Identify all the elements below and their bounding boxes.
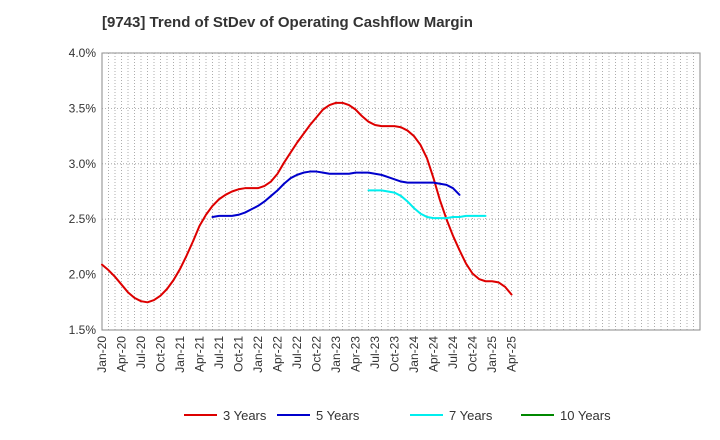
x-tick-label: Jan-25 (485, 336, 499, 373)
y-axis: 1.5% 2.0% 2.5% 3.0% 3.5% 4.0% (69, 46, 97, 337)
x-tick-label: Oct-23 (388, 336, 402, 372)
y-tick-label: 3.0% (69, 157, 97, 171)
y-tick-label: 1.5% (69, 323, 97, 337)
x-tick-label: Apr-21 (193, 336, 207, 372)
legend-label: 10 Years (560, 408, 611, 423)
x-tick-label: Apr-23 (349, 336, 363, 372)
legend-label: 7 Years (449, 408, 493, 423)
x-tick-label: Apr-22 (271, 336, 285, 372)
x-axis: Jan-20 Apr-20 Jul-20 Oct-20 Jan-21 Apr-21 Jul-… (95, 336, 519, 373)
x-tick-label: Oct-20 (154, 336, 168, 372)
x-tick-label: Oct-24 (466, 336, 480, 372)
x-tick-label: Jul-24 (446, 336, 460, 369)
x-tick-label: Jul-20 (134, 336, 148, 369)
legend-label: 3 Years (223, 408, 267, 423)
y-tick-label: 2.5% (69, 212, 97, 226)
y-tick-label: 3.5% (69, 101, 97, 115)
x-tick-label: Jan-21 (173, 336, 187, 373)
chart-title: [9743] Trend of StDev of Operating Cashf… (102, 14, 473, 31)
series-line-7-years (367, 189, 487, 220)
x-tick-label: Oct-21 (232, 336, 246, 372)
legend: 3 Years 5 Years 7 Years 10 Years (184, 408, 611, 423)
y-tick-label: 4.0% (69, 46, 97, 60)
series-line-3-years (101, 101, 513, 304)
x-tick-label: Jul-21 (212, 336, 226, 369)
x-tick-label: Jan-23 (329, 336, 343, 373)
legend-label: 5 Years (316, 408, 360, 423)
series-line-5-years (211, 170, 461, 218)
x-tick-label: Jan-22 (251, 336, 265, 373)
y-tick-label: 2.0% (69, 268, 97, 282)
x-tick-label: Jan-24 (407, 336, 421, 373)
x-tick-label: Apr-20 (115, 336, 129, 372)
x-tick-label: Apr-24 (427, 336, 441, 372)
x-tick-label: Jan-20 (95, 336, 109, 373)
series-layer (101, 101, 513, 304)
x-tick-label: Jul-23 (368, 336, 382, 369)
x-tick-label: Jul-22 (290, 336, 304, 369)
x-tick-label: Oct-22 (310, 336, 324, 372)
x-tick-label: Apr-25 (505, 336, 519, 372)
